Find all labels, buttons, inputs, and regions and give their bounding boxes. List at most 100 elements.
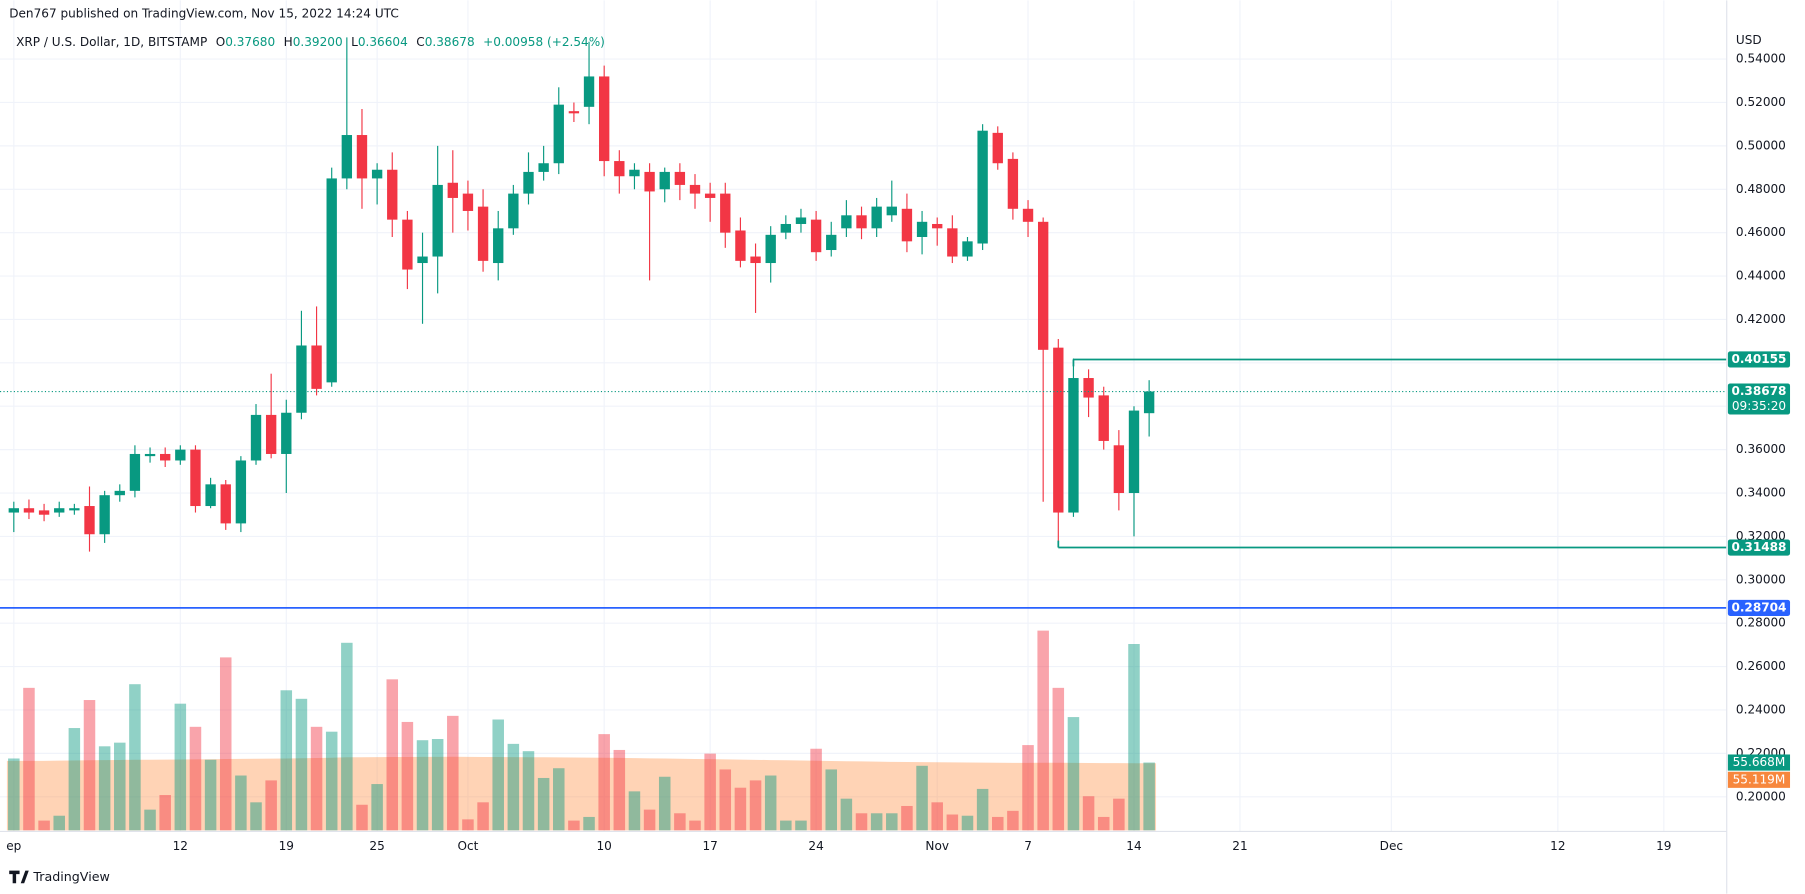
volume-bar [901,805,913,831]
volume-bar [1097,816,1110,831]
candle-body [387,169,398,220]
volume-bar [265,780,277,831]
volume-bar [931,802,943,831]
x-tick-label: 12 [173,839,188,853]
candle-body [720,193,731,233]
y-tick-label: 0.32000 [1736,529,1786,543]
candle-body [235,460,247,524]
volume-bar [553,768,565,831]
candle-body [886,206,897,216]
y-tick-label: 0.54000 [1736,52,1786,66]
volume-bar [976,788,989,831]
volume-bar [992,816,1004,831]
candle-body [296,345,307,413]
symbol: XRP / U.S. Dollar, 1D, BITSTAMP [16,34,207,48]
candle-body [281,412,292,454]
candle-body [432,184,443,257]
x-tick-label: Oct [457,839,478,853]
volume-bar [855,813,868,831]
level-label-bg [1727,539,1791,556]
volume-bar [613,749,626,831]
candle-body [265,414,277,454]
volume-bar [174,703,187,831]
x-tick-label: ep [6,839,21,853]
candle-body [38,510,50,515]
candle-body [114,490,125,496]
y-tick-label: 0.36000 [1736,442,1786,456]
candle-body [341,135,353,179]
candle-body [780,223,792,233]
candle-body [1128,410,1140,494]
volume-bar [462,819,474,831]
candle-body [326,178,337,383]
x-tick-label: 21 [1232,839,1247,853]
change: +0.00958 (+2.54%) [483,34,605,48]
level-label: 0.31488 [1731,540,1786,554]
candle-body [220,484,231,524]
candle-body [356,135,368,179]
candle-body [916,221,928,238]
volume-bar [341,642,353,831]
volume-bar [1113,798,1125,831]
candle-body [160,453,171,461]
volume-bar [189,726,202,831]
level-label-bg [1727,351,1791,368]
x-tick-label: 7 [1024,839,1032,853]
x-tick-label: 19 [1656,839,1671,853]
candle-body [750,256,761,264]
symbol-legend: XRP / U.S. Dollar, 1D, BITSTAMP O0.37680… [16,34,605,48]
volume-bar [1052,687,1065,831]
volume-bar [371,784,383,831]
x-tick-label: Dec [1380,839,1403,853]
ohlc-value: 0.37680 [225,34,275,48]
x-tick-label: 17 [702,839,717,853]
volume-bar [280,690,293,831]
candle-body [1022,208,1034,222]
candle-body [826,234,837,251]
axes: 0.200000.220000.240000.260000.280000.300… [6,52,1791,853]
candle-body [1143,391,1155,414]
candle-body [523,171,534,194]
x-tick-label: 12 [1550,839,1565,853]
volume-bar [1067,717,1080,831]
y-tick-label: 0.24000 [1736,702,1786,716]
candle-body [674,171,686,185]
candle-body [735,230,746,261]
candle-body [175,449,186,461]
ohlc-key: L [351,34,358,48]
volume-bar [23,687,35,831]
volume-bar [734,787,747,831]
volume-bar [916,765,928,831]
volume-bar [1082,796,1095,831]
y-tick-label: 0.44000 [1736,269,1786,283]
publish-header: Den767 published on TradingView.com, Nov… [9,7,399,21]
ohlc-key: O [216,34,226,48]
volume-bar [704,753,716,831]
volume-bar [477,802,489,831]
x-tick-label: 19 [279,839,294,853]
volume-bar [643,809,656,831]
volume-bar [946,814,959,831]
candle-body [54,508,65,513]
volume-ma-label: 55.119M [1733,772,1786,786]
volume-bar [401,721,414,831]
candle-body [1098,395,1109,441]
level-label: 0.28704 [1731,600,1786,614]
y-tick-label: 0.26000 [1736,659,1786,673]
candle-body [598,76,610,162]
candle-body [1053,347,1064,513]
y-tick-label: 0.50000 [1736,138,1786,152]
volume-bar [795,820,807,831]
volume-bar [53,815,65,831]
volume-bar [447,715,459,831]
volume-bar [416,740,429,831]
candle-body [901,208,913,242]
ohlc-value: 0.39200 [293,34,343,48]
volume-bar [159,795,171,831]
volume-bar [68,728,81,831]
candle-body [23,508,35,513]
volume-bar [749,780,762,831]
ohlc-key: H [284,34,293,48]
volume-bar [719,769,732,831]
currency: USD [1736,33,1762,47]
